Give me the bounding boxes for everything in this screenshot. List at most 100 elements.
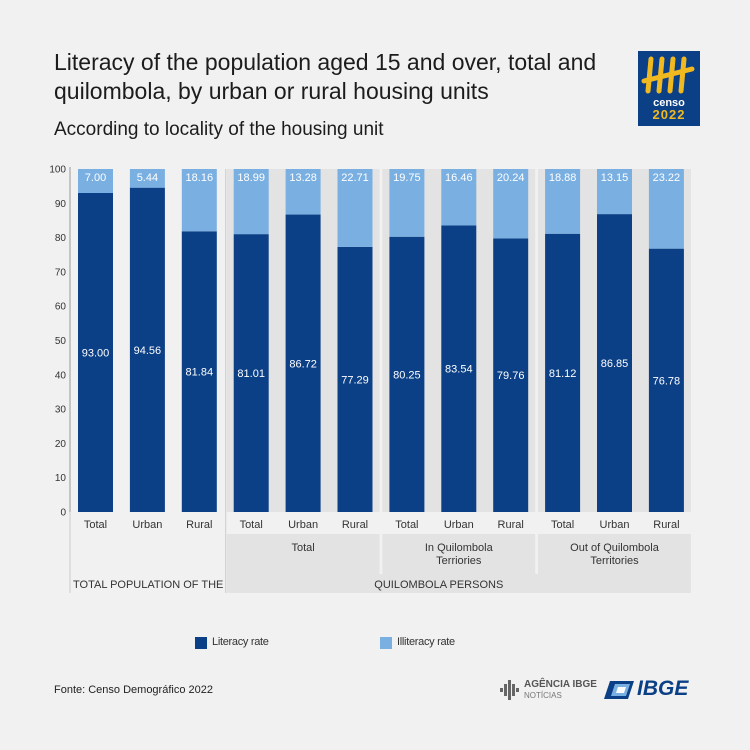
bar-illiteracy [337,169,373,247]
bar-illiteracy [181,169,217,232]
x-tick-label: Total [240,519,263,531]
x-tick-label: Total [84,519,107,531]
value-label-literacy: 83.54 [445,364,473,376]
subgroup-label: Total [291,542,314,554]
y-tick-label: 40 [55,370,67,381]
value-label-literacy: 81.12 [549,368,577,380]
censo-logo-word: censo [653,97,685,109]
legend-swatch-literacy [195,637,207,649]
bar-literacy [285,214,321,512]
bar-literacy [493,238,529,512]
bar-illiteracy [648,169,684,249]
y-tick-label: 60 [55,302,67,313]
agencia-ibge-icon [500,680,519,700]
value-label-literacy: 86.72 [289,358,317,370]
chart-title: Literacy of the population aged 15 and o… [54,49,597,104]
value-label-literacy: 93.00 [82,348,110,360]
bar-illiteracy [441,169,477,226]
bar-illiteracy [545,169,581,234]
subgroup-label: Territories [590,555,639,567]
x-tick-label: Urban [288,519,318,531]
ibge-mark-icon [604,681,634,699]
value-label-illiteracy: 18.88 [549,172,577,184]
value-label-literacy: 81.01 [237,368,265,380]
value-label-illiteracy: 13.28 [289,172,317,184]
bar-literacy [597,214,632,513]
y-tick-label: 30 [55,405,67,416]
subgroup-label: Terriories [436,555,482,567]
value-label-illiteracy: 5.44 [137,172,158,184]
legend-label-illiteracy: Illiteracy rate [397,636,455,648]
bar-illiteracy [389,169,425,237]
group-band [226,574,691,593]
x-tick-label: Rural [342,519,368,531]
value-label-illiteracy: 13.15 [601,172,629,184]
bar-illiteracy [233,169,269,235]
subgroup-band [226,534,380,574]
value-label-literacy: 76.78 [653,375,681,387]
x-tick-label: Urban [444,519,474,531]
value-label-illiteracy: 19.75 [393,172,421,184]
censo-tally-icon [641,56,695,94]
bar-literacy [78,193,113,512]
agencia-ibge-logo: AGÊNCIA IBGE NOTÍCIAS [500,678,597,704]
x-tick-label: Total [551,519,574,531]
y-tick-label: 70 [55,267,67,278]
y-tick-label: 10 [55,473,67,484]
x-tick-label: Rural [653,519,679,531]
x-tick-label: Rural [186,519,212,531]
bar-literacy [441,225,477,512]
value-label-illiteracy: 23.22 [653,172,681,184]
bar-literacy [181,231,217,512]
stacked-bar-chart: 0 10 20 30 40 50 60 70 80 90 100 93.00 7.00 Total 94.5… [49,165,691,593]
y-tick-label: 50 [55,336,67,347]
value-label-illiteracy: 16.46 [445,172,473,184]
value-label-literacy: 80.25 [393,369,421,381]
censo-logo: censo 2022 [638,51,700,126]
group-label: QUILOMBOLA PERSONS [374,579,503,591]
bar-illiteracy [597,169,632,215]
value-label-illiteracy: 22.71 [341,172,369,184]
value-label-illiteracy: 18.16 [186,172,214,184]
bar-illiteracy [493,169,529,239]
censo-logo-year: 2022 [652,107,686,122]
value-label-literacy: 77.29 [341,374,369,386]
y-tick-label: 80 [55,233,67,244]
legend-label-literacy: Literacy rate [212,636,269,648]
agencia-ibge-sub: NOTÍCIAS [524,691,562,700]
bar-illiteracy [129,169,165,188]
subgroup-band [538,534,691,574]
value-label-illiteracy: 18.99 [237,172,265,184]
bar-literacy [129,187,165,513]
bar-literacy [648,248,684,512]
value-label-literacy: 86.85 [601,358,629,370]
value-label-illiteracy: 7.00 [85,172,106,184]
chart-subtitle: According to locality of the housing uni… [54,119,384,140]
value-label-literacy: 81.84 [186,367,214,379]
bar-literacy [337,246,373,512]
x-tick-label: Urban [600,519,630,531]
bar-literacy [389,236,425,512]
y-tick-label: 20 [55,439,67,450]
value-label-illiteracy: 20.24 [497,172,525,184]
bar-literacy [545,233,581,512]
value-label-literacy: 94.56 [134,345,162,357]
subgroup-label: In Quilombola [425,542,494,554]
source-note: Fonte: Censo Demográfico 2022 [54,684,213,696]
ibge-logo: IBGE [604,676,699,702]
x-tick-label: Total [395,519,418,531]
bar-literacy [233,234,269,513]
subgroup-band [382,534,536,574]
legend-swatch-illiteracy [380,637,392,649]
x-tick-label: Urban [132,519,162,531]
y-tick-label: 100 [49,165,66,176]
ibge-wordmark: IBGE [637,677,689,700]
value-label-literacy: 79.76 [497,370,525,382]
x-tick-label: Rural [498,519,524,531]
subgroup-label: Out of Quilombola [570,542,660,554]
y-tick-label: 0 [60,508,66,519]
agencia-ibge-name: AGÊNCIA IBGE [524,679,597,690]
bar-illiteracy [78,169,113,194]
y-tick-label: 90 [55,199,67,210]
bar-illiteracy [285,169,321,215]
